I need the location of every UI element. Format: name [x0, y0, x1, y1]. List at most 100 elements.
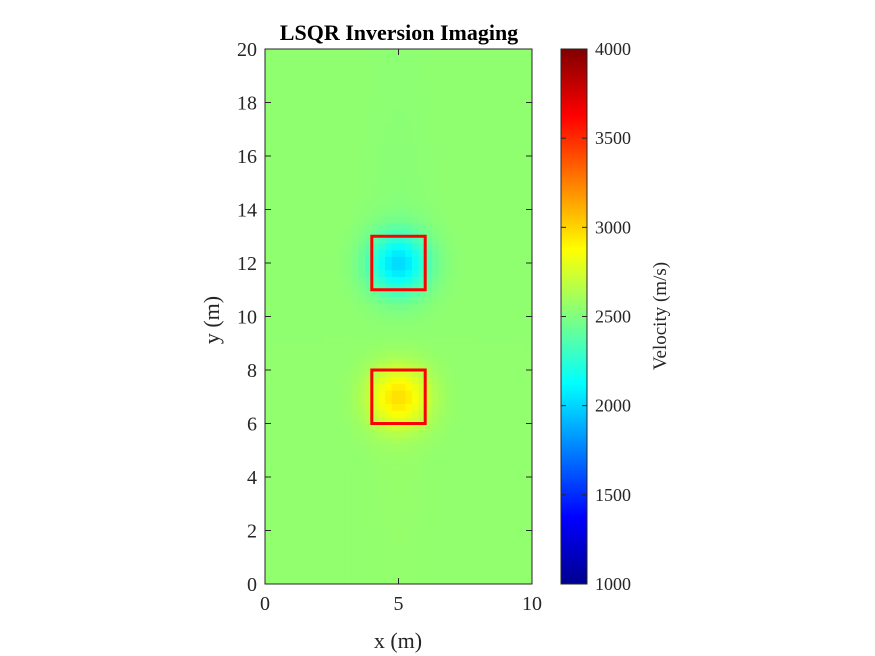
heatmap-cell [471, 162, 480, 170]
heatmap-cell [451, 403, 460, 411]
heatmap-cell [525, 450, 532, 458]
heatmap-cell [491, 216, 500, 224]
heatmap-cell [371, 242, 380, 251]
heatmap-cell [478, 169, 486, 177]
heatmap-cell [305, 356, 313, 364]
heatmap-cell [271, 296, 279, 304]
heatmap-cell [271, 229, 279, 237]
heatmap-cell [438, 276, 446, 284]
heatmap-cell [298, 276, 306, 284]
heatmap-cell [418, 343, 426, 351]
heatmap-cell [318, 75, 326, 84]
heatmap-cell [338, 142, 346, 150]
heatmap-cell [371, 209, 380, 217]
heatmap-cell [518, 115, 526, 124]
heatmap-cell [391, 477, 400, 485]
heatmap-cell [378, 102, 386, 110]
heatmap-cell [445, 349, 453, 358]
heatmap-cell [431, 396, 440, 405]
heatmap-cell [458, 75, 466, 84]
heatmap-cell [265, 189, 273, 197]
heatmap-cell [345, 249, 353, 257]
heatmap-cell [478, 530, 486, 538]
heatmap-cell [371, 89, 380, 97]
heatmap-cell [311, 102, 319, 110]
heatmap-cell [485, 122, 493, 130]
heatmap-cell [425, 477, 433, 485]
heatmap-cell [358, 396, 366, 405]
heatmap-cell [485, 490, 493, 498]
heatmap-cell [265, 276, 273, 284]
heatmap-cell [265, 383, 273, 391]
heatmap-cell [405, 557, 413, 565]
heatmap-cell [331, 530, 340, 538]
heatmap-cell [498, 349, 506, 358]
heatmap-cell [411, 436, 420, 445]
heatmap-cell [271, 89, 279, 97]
heatmap-cell [465, 390, 473, 398]
heatmap-cell [385, 283, 393, 291]
heatmap-cell [471, 156, 480, 164]
heatmap-cell [411, 75, 420, 84]
heatmap-cell [391, 390, 400, 398]
heatmap-cell [411, 62, 420, 70]
heatmap-cell [311, 236, 319, 244]
heatmap-cell [405, 497, 413, 505]
heatmap-cell [291, 55, 299, 63]
heatmap-cell [318, 557, 326, 565]
heatmap-cell [345, 129, 353, 137]
heatmap-cell [265, 202, 273, 211]
heatmap-cell [325, 370, 333, 378]
heatmap-cell [425, 216, 433, 224]
heatmap-cell [451, 370, 460, 378]
heatmap-cell [291, 503, 299, 512]
heatmap-cell [385, 102, 393, 110]
heatmap-cell [331, 383, 340, 391]
heatmap-cell [378, 189, 386, 197]
heatmap-cell [511, 236, 520, 244]
heatmap-cell [451, 249, 460, 257]
heatmap-cell [458, 62, 466, 70]
heatmap-cell [278, 537, 286, 545]
heatmap-cell [378, 430, 386, 438]
heatmap-cell [351, 550, 360, 558]
heatmap-cell [291, 323, 299, 331]
heatmap-cell [265, 456, 273, 465]
heatmap-cell [371, 510, 380, 518]
heatmap-cell [378, 309, 386, 318]
heatmap-cell [485, 470, 493, 478]
heatmap-cell [311, 249, 319, 257]
heatmap-cell [425, 289, 433, 298]
heatmap-cell [371, 122, 380, 130]
heatmap-cell [298, 490, 306, 498]
heatmap-cell [325, 390, 333, 398]
heatmap-cell [518, 450, 526, 458]
heatmap-cell [331, 109, 340, 117]
heatmap-cell [431, 202, 440, 211]
heatmap-cell [398, 577, 406, 584]
heatmap-cell [298, 149, 306, 157]
heatmap-cell [318, 182, 326, 191]
heatmap-cell [525, 356, 532, 364]
heatmap-cell [505, 563, 513, 572]
heatmap-cell [498, 122, 506, 130]
heatmap-cell [265, 396, 273, 405]
heatmap-cell [398, 383, 406, 391]
heatmap-cell [278, 396, 286, 405]
heatmap-cell [478, 430, 486, 438]
heatmap-cell [285, 570, 293, 578]
heatmap-cell [291, 169, 299, 177]
heatmap-cell [418, 537, 426, 545]
heatmap-cell [271, 142, 279, 150]
heatmap-cell [385, 222, 393, 231]
heatmap-cell [478, 356, 486, 364]
heatmap-cell [478, 162, 486, 170]
heatmap-cell [265, 523, 273, 532]
heatmap-cell [378, 470, 386, 478]
heatmap-cell [398, 263, 406, 271]
heatmap-cell [291, 497, 299, 505]
heatmap-cell [525, 276, 532, 284]
heatmap-cell [405, 376, 413, 384]
heatmap-cell [391, 75, 400, 84]
heatmap-cell [331, 169, 340, 177]
